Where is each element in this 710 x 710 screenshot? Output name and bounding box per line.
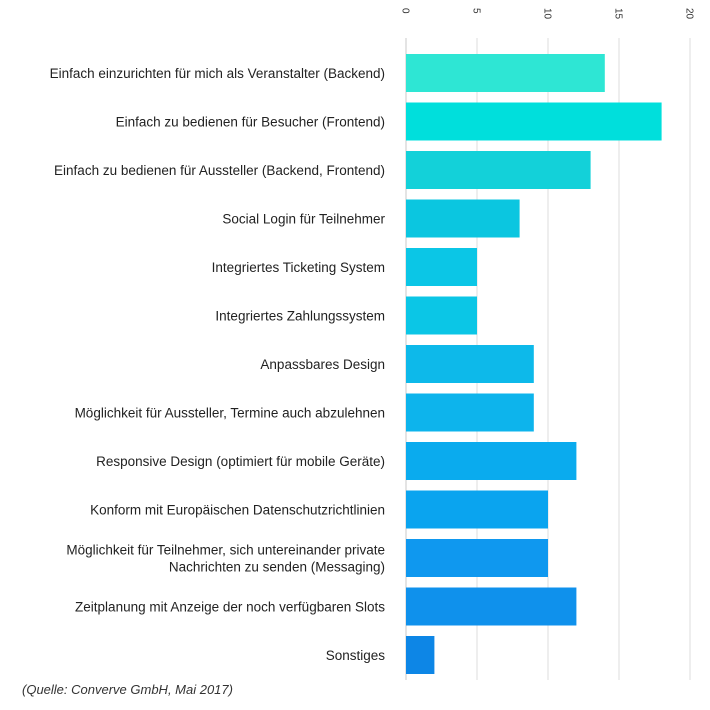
bar [406,248,477,286]
x-tick-label: 10 [542,8,553,20]
category-label: Sonstiges [326,648,386,663]
category-label: Integriertes Zahlungssystem [215,309,385,324]
bar-chart: 0 5 10 15 20 Einfach einzurichten für mich al… [50,8,695,680]
category-label: Anpassbares Design [260,357,385,372]
x-tick-label: 5 [471,8,482,14]
bar [406,636,435,674]
bar [406,587,577,626]
category-label: Konform mit Europäischen Datenschutzrich… [90,503,385,518]
x-tick-label: 20 [684,8,695,20]
category-label: Social Login für Teilnehmer [222,212,385,227]
category-label: Integriertes Ticketing System [212,260,385,275]
category-label: Einfach zu bedienen für Besucher (Fronte… [116,115,385,130]
bar [406,442,577,480]
bar [406,490,548,529]
category-label: Möglichkeit für Aussteller, Termine auch… [75,406,385,421]
category-label: Einfach zu bedienen für Aussteller (Back… [54,163,385,178]
category-label: Möglichkeit für Teilnehmer, sich unterei… [66,543,385,558]
category-label: Responsive Design (optimiert für mobile … [96,454,385,469]
bar [406,199,520,238]
category-label: Zeitplanung mit Anzeige der noch verfügb… [75,600,385,615]
source-note: (Quelle: Converve GmbH, Mai 2017) [22,682,233,697]
category-label: Nachrichten zu senden (Messaging) [169,560,385,575]
bar [406,539,548,577]
bar [406,296,477,335]
category-label: Einfach einzurichten für mich als Verans… [50,66,385,81]
bar [406,345,534,383]
bar [406,102,662,141]
x-tick-label: 0 [400,8,411,14]
bar [406,151,591,189]
bar [406,54,605,92]
bar [406,393,534,432]
x-tick-label: 15 [613,8,624,20]
